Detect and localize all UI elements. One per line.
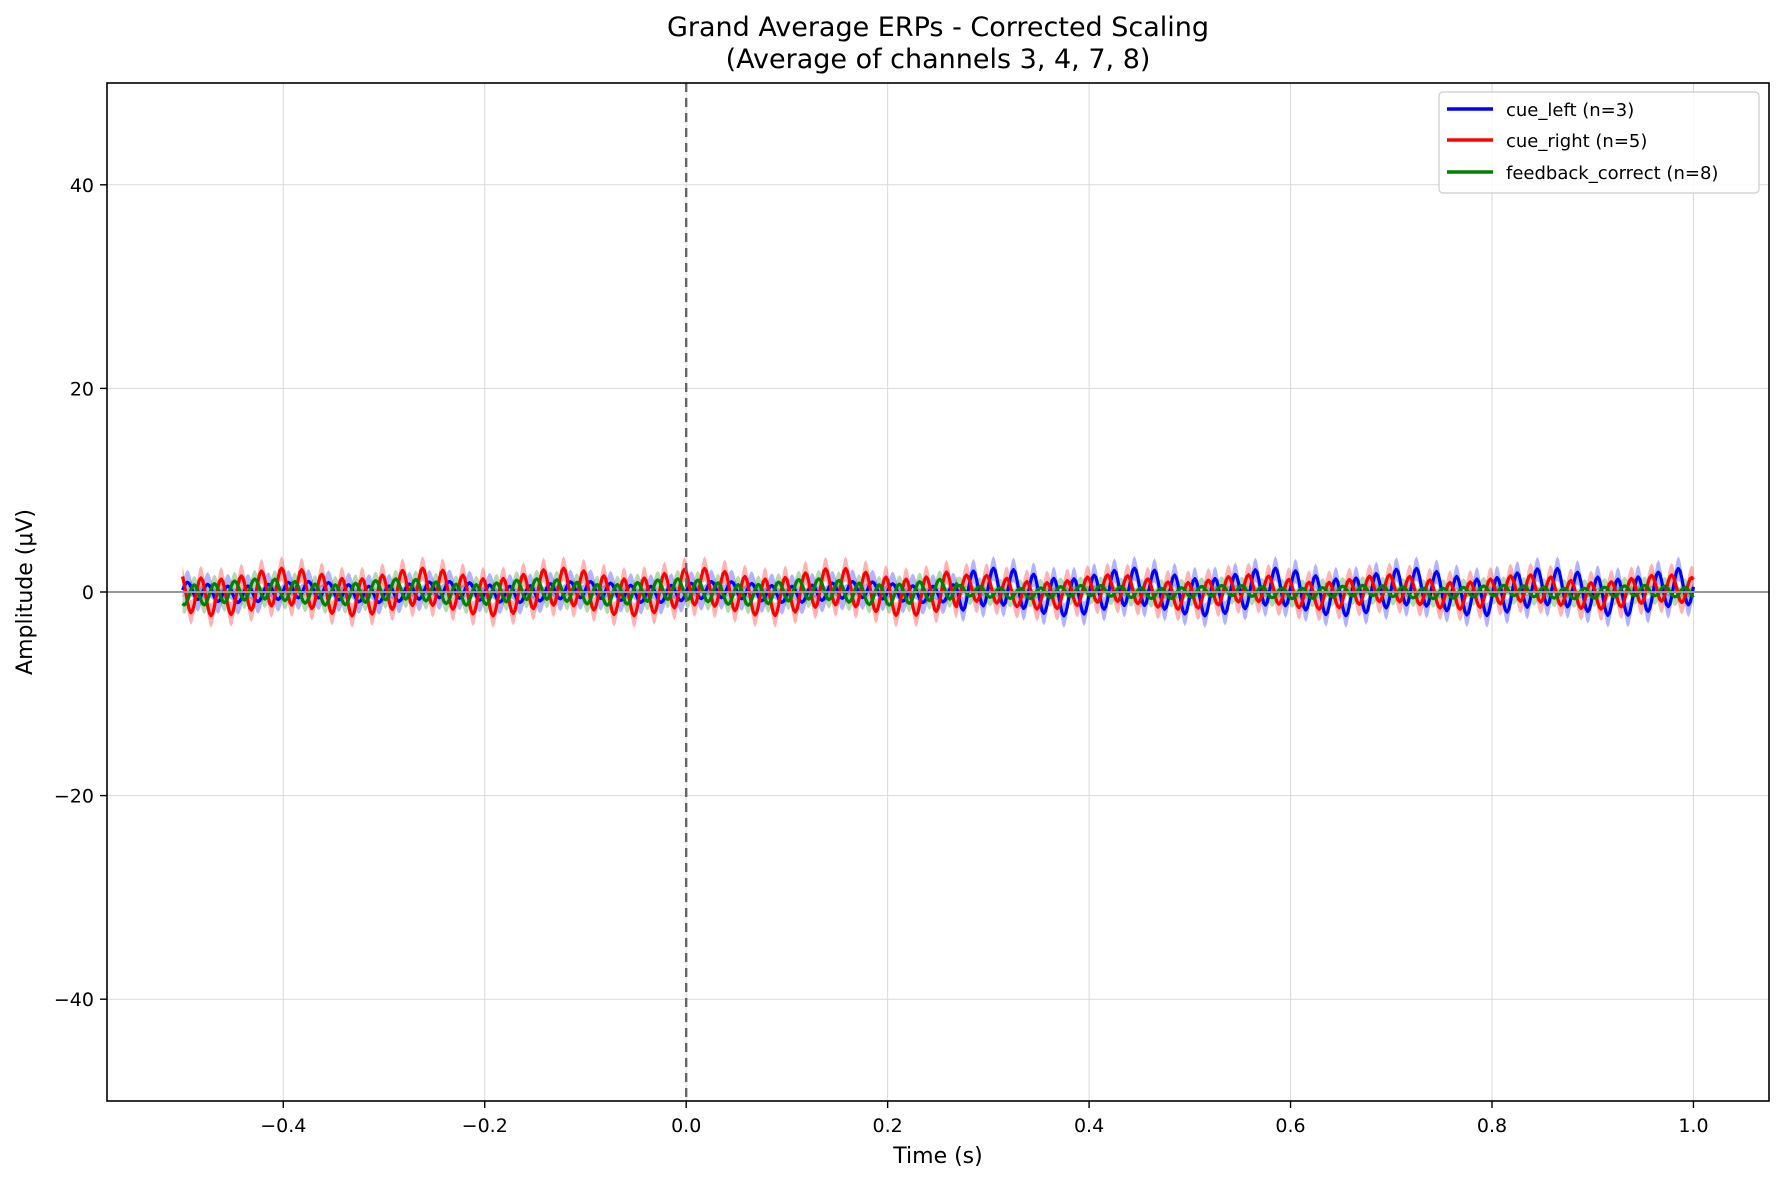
x-tick-label: 0.0 <box>671 1115 701 1137</box>
series-line-cue-right <box>180 566 1695 618</box>
x-tick-label: 0.2 <box>873 1115 903 1137</box>
y-tick-label: 20 <box>70 378 94 400</box>
y-tick-label: 40 <box>70 175 94 197</box>
x-tick-label: −0.2 <box>462 1115 508 1137</box>
legend-label-cue-left: cue_left (n=3) <box>1506 100 1634 121</box>
x-tick-label: −0.4 <box>260 1115 306 1137</box>
x-tick-label: 1.0 <box>1678 1115 1708 1137</box>
x-tick-label: 0.6 <box>1275 1115 1305 1137</box>
chart-subtitle: (Average of channels 3, 4, 7, 8) <box>726 44 1151 75</box>
legend-box <box>1438 91 1760 194</box>
y-tick-label: −40 <box>54 989 94 1011</box>
x-tick-label: 0.4 <box>1074 1115 1104 1137</box>
reference-lines <box>107 83 1769 1101</box>
y-axis-label: Amplitude (μV) <box>13 509 38 675</box>
legend-label-cue-right: cue_right (n=5) <box>1506 131 1647 152</box>
series-line-feedback-correct <box>181 577 1695 607</box>
legend: cue_left (n=3) cue_right (n=5) feedback_… <box>1438 91 1760 194</box>
x-tick-label: 0.8 <box>1477 1115 1507 1137</box>
legend-label-feedback-correct: feedback_correct (n=8) <box>1506 163 1718 184</box>
chart-title: Grand Average ERPs - Corrected Scaling <box>667 12 1209 43</box>
y-tick-label: 0 <box>82 582 94 604</box>
y-tick-label: −20 <box>54 786 94 808</box>
x-axis-label: Time (s) <box>892 1144 982 1169</box>
axis-ticks: −0.4 −0.2 0.0 0.2 0.4 0.6 0.8 1.0 −40 −20 0 20 40 <box>54 175 1709 1137</box>
